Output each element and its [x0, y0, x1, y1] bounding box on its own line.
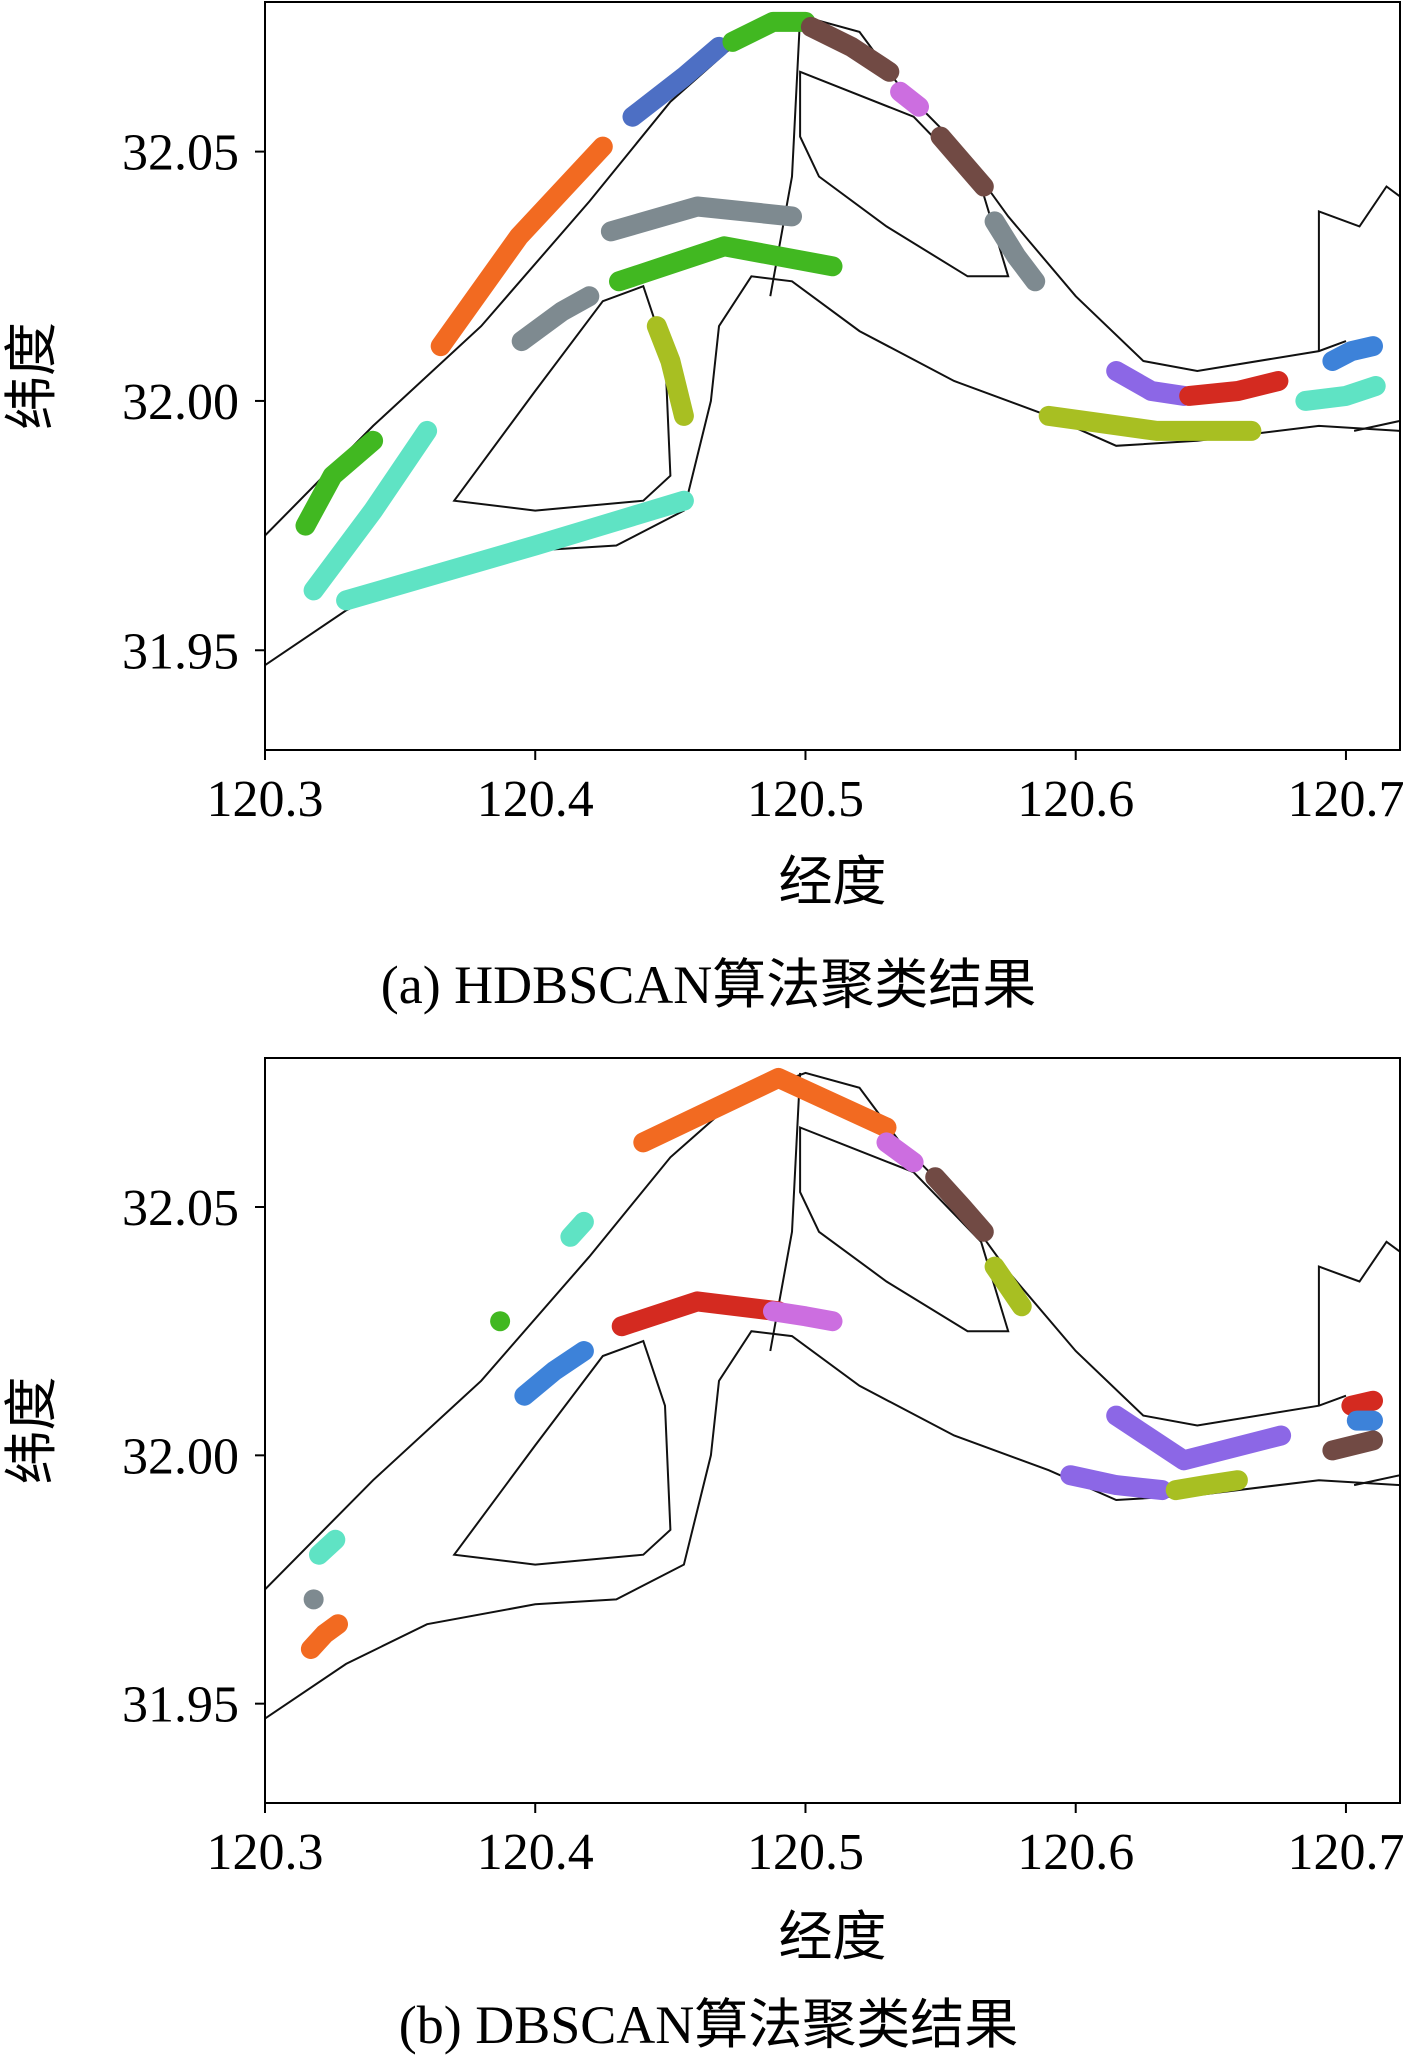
cluster-1 [876, 1132, 924, 1173]
x-tick-label-4: 120.7 [1287, 771, 1404, 828]
cluster-4 [930, 126, 994, 197]
x-tick-label-2: 120.5 [747, 1824, 864, 1881]
cluster-18 [1295, 376, 1386, 411]
cluster-13 [336, 490, 694, 611]
x-tick-label-3: 120.6 [1017, 771, 1134, 828]
lower-island-outline [452, 1339, 672, 1566]
cluster-2 [800, 16, 900, 82]
cluster-17 [1322, 1430, 1383, 1461]
cluster-0 [633, 1067, 897, 1153]
north-shoreline [265, 15, 1347, 537]
x-tick-label-1: 120.4 [477, 1824, 594, 1881]
x-tick-label-1: 120.4 [477, 771, 594, 828]
cluster-0 [622, 36, 729, 127]
right-basin-outline [1317, 1240, 1400, 1487]
cluster-4 [560, 1211, 594, 1247]
cluster-1 [722, 11, 816, 52]
north-shoreline [265, 1071, 1347, 1591]
cluster-16 [1038, 405, 1262, 441]
y-tick-label-2: 32.05 [122, 125, 239, 182]
cluster-9 [309, 1529, 346, 1565]
cluster-14 [1106, 361, 1194, 406]
y-tick-label-0: 31.95 [122, 623, 239, 680]
south-shoreline [265, 1330, 1400, 1720]
y-tick-label-2: 32.05 [122, 1180, 239, 1237]
cluster-2 [925, 1167, 994, 1242]
right-basin-outline [1317, 185, 1400, 432]
cluster-3 [984, 1256, 1032, 1317]
upper-island-outline [799, 1126, 1010, 1333]
x-tick-label-0: 120.3 [207, 771, 324, 828]
y-axis-label: 纬度 [0, 322, 63, 430]
x-tick-label-2: 120.5 [747, 771, 864, 828]
cluster-series [295, 11, 1386, 611]
cluster-13 [1060, 1465, 1173, 1501]
caption-a: (a) HDBSCAN算法聚类结果 [380, 955, 1037, 1015]
cluster-12 [1106, 1405, 1292, 1471]
x-tick-label-0: 120.3 [207, 1824, 324, 1881]
plot-frame [264, 1057, 1401, 1804]
cluster-15 [1179, 371, 1289, 406]
cluster-series [300, 1067, 1383, 1659]
caption-b: (b) DBSCAN算法聚类结果 [398, 1995, 1019, 2055]
cluster-7 [600, 196, 802, 242]
cluster-3 [890, 81, 929, 117]
cluster-8 [609, 236, 843, 292]
panel-b: 120.3 120.4 120.5 120.6 120.7 31.95 32.00 32.05… [0, 1057, 1404, 1968]
x-axis-label: 经度 [779, 850, 887, 913]
cluster-5 [984, 211, 1046, 292]
cluster-6 [430, 136, 613, 357]
cluster-17 [1322, 336, 1383, 371]
cluster-9 [511, 286, 600, 352]
cluster-15 [1341, 1390, 1383, 1416]
plot-frame [264, 1, 1401, 751]
cluster-8 [514, 1341, 594, 1406]
cluster-5 [490, 1311, 511, 1332]
y-tick-label-1: 32.00 [122, 374, 239, 431]
y-tick-label-0: 31.95 [122, 1677, 239, 1734]
x-axis-label: 经度 [779, 1905, 887, 1968]
panel-a: 120.3 120.4 120.5 120.6 120.7 31.95 32.00 32.05… [0, 1, 1404, 913]
cluster-7 [763, 1301, 843, 1332]
cluster-14 [1165, 1470, 1248, 1501]
y-axis-label: 纬度 [0, 1377, 63, 1485]
cluster-10 [646, 316, 694, 426]
south-shoreline [265, 275, 1400, 667]
y-tick-label-1: 32.00 [122, 1428, 239, 1485]
x-tick-label-3: 120.6 [1017, 1824, 1134, 1881]
x-tick-label-4: 120.7 [1287, 1824, 1404, 1881]
cluster-10 [303, 1589, 324, 1610]
cluster-6 [611, 1291, 789, 1337]
cluster-11 [295, 430, 384, 536]
cluster-11 [300, 1614, 348, 1659]
shoreline-group [265, 1071, 1400, 1720]
cluster-12 [303, 420, 438, 601]
